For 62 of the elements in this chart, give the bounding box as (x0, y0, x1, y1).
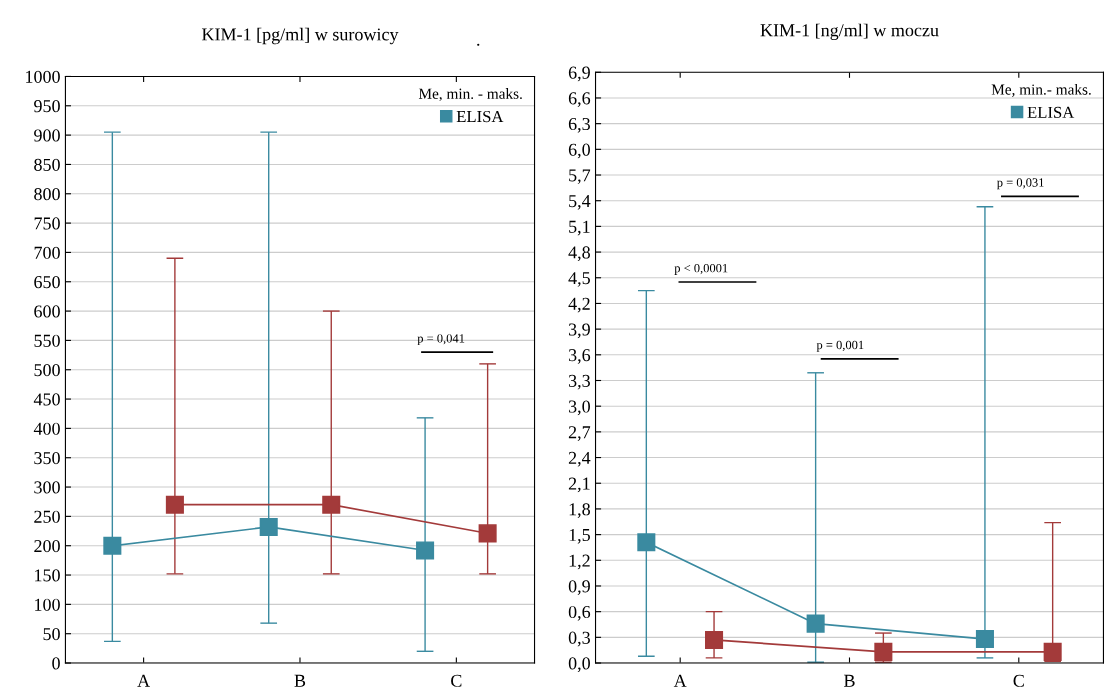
y-tick-label: 0,3 (568, 631, 590, 647)
x-tick-label: B (294, 674, 306, 687)
y-tick-label: 4,8 (568, 246, 590, 262)
y-tick-label: 3,0 (568, 400, 590, 416)
y-tick-label: 5,7 (569, 169, 591, 185)
y-tick-label: 3,6 (568, 349, 591, 364)
y-tick-label: 1,8 (569, 503, 590, 518)
y-tick-label: 850 (34, 158, 60, 171)
y-tick-label: 0 (52, 657, 60, 670)
y-tick-label: 0,6 (568, 605, 591, 621)
chart-title: KIM-1 [ng/ml] w moczu (760, 23, 939, 41)
y-tick-label: 5,1 (569, 220, 590, 236)
y-tick-label: 1,2 (569, 554, 590, 570)
y-tick-label: 2,4 (568, 451, 591, 467)
legend-label: ELISA (1027, 106, 1075, 118)
y-tick-label: 6,0 (568, 143, 590, 159)
y-tick-label: 900 (34, 129, 60, 142)
annotation: p = 0,001 (816, 340, 864, 352)
x-tick-label: C (1013, 674, 1024, 687)
x-tick-label: A (673, 674, 687, 687)
y-tick-label: 6,3 (568, 117, 590, 133)
y-tick-label: 2,1 (568, 477, 590, 493)
y-tick-label: 3,3 (568, 374, 590, 390)
y-tick-label: 450 (33, 393, 60, 406)
legend-title: Me, min.- maks. (991, 83, 1091, 97)
y-tick-label: 3,9 (568, 323, 590, 339)
y-tick-label: 950 (34, 100, 60, 113)
annotation: p = 0,031 (996, 178, 1044, 190)
chart-title: KIM-1 [pg/ml] w surowicy (201, 27, 399, 45)
y-tick-label: 200 (34, 539, 60, 553)
y-tick-label: 4,5 (568, 272, 590, 287)
annotation: p < 0,0001 (674, 263, 728, 275)
y-tick-label: 4,2 (568, 297, 590, 313)
y-tick-label: 300 (34, 481, 60, 494)
y-tick-label: 400 (33, 422, 60, 435)
y-tick-label: 0,0 (568, 657, 590, 673)
y-tick-label: 0,9 (568, 580, 590, 596)
y-tick-label: 550 (34, 334, 60, 347)
y-tick-label: 700 (34, 246, 60, 259)
y-tick-label: 150 (35, 569, 60, 582)
y-tick-label: 5,4 (569, 195, 591, 210)
y-tick-label: 6,6 (568, 92, 591, 108)
y-tick-label: 350 (34, 451, 60, 465)
y-tick-label: 1,5 (569, 528, 590, 544)
y-tick-label: 650 (34, 276, 60, 289)
y-tick-label: 250 (34, 510, 60, 523)
annotation: p = 0,041 (417, 334, 465, 346)
text: . (477, 43, 480, 46)
y-tick-label: 100 (35, 598, 60, 611)
y-tick-label: 800 (34, 188, 60, 201)
y-tick-label: 500 (34, 364, 60, 377)
y-tick-label: 600 (34, 305, 60, 318)
y-tick-label: 6,9 (568, 66, 590, 82)
legend-label: ELISA (456, 110, 504, 123)
y-tick-label: 2,7 (568, 426, 591, 441)
x-tick-label: B (843, 674, 855, 687)
legend-title: Me, min. - maks. (418, 88, 522, 102)
y-tick-label: 50 (43, 627, 60, 641)
x-tick-label: A (137, 674, 150, 687)
x-tick-label: C (451, 674, 462, 687)
y-tick-label: 1000 (26, 70, 60, 83)
y-tick-label: 750 (34, 217, 60, 230)
